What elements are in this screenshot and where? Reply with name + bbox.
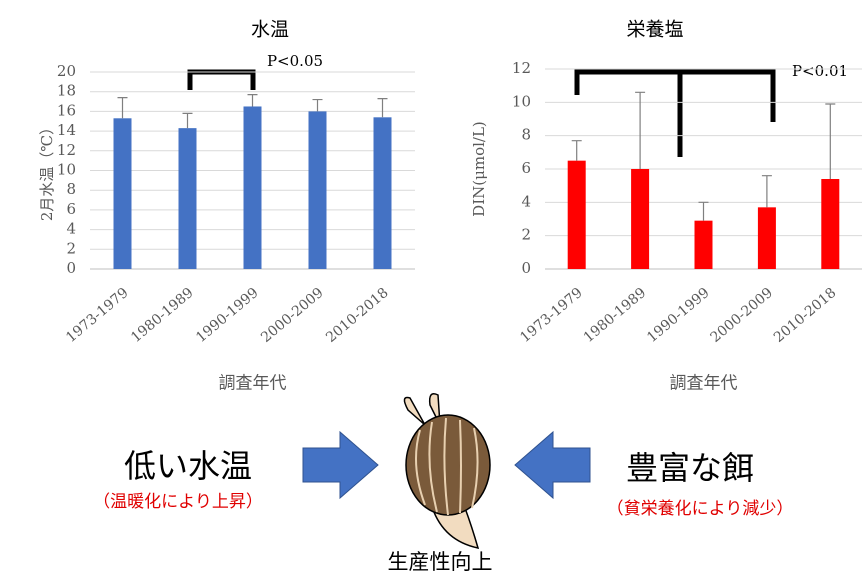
- y-tick-label: 18: [57, 82, 76, 100]
- diagram-label: 生産性向上: [388, 550, 493, 574]
- bar: [631, 169, 650, 269]
- snail-icon: [403, 393, 491, 549]
- annotation: P<0.05: [267, 52, 323, 70]
- x-axis-label: 調査年代: [670, 374, 738, 394]
- y-tick-label: 12: [57, 141, 76, 159]
- bar: [308, 111, 327, 270]
- x-tick-label: 1973-1979: [517, 285, 586, 346]
- error-bar: [571, 140, 582, 161]
- annotation: P<0.01: [792, 62, 848, 80]
- y-tick-label: 6: [66, 200, 76, 218]
- y-tick-label: 8: [521, 126, 531, 144]
- bar: [243, 106, 262, 269]
- x-tick-label: 1980-1989: [128, 285, 197, 346]
- chart-title: 栄養塩: [626, 19, 683, 41]
- y-tick-label: 14: [57, 121, 76, 139]
- y-axis-label: DIN(μmol/L): [470, 121, 488, 217]
- y-tick-label: 12: [512, 59, 531, 77]
- bar: [113, 118, 132, 269]
- x-tick-label: 2010-2018: [771, 285, 840, 346]
- x-tick-label: 1973-1979: [63, 285, 132, 346]
- x-tick-label: 1990-1999: [644, 285, 713, 346]
- diagram-note: （貧栄養化により減少）: [607, 499, 794, 519]
- bar: [757, 207, 776, 269]
- y-tick-label: 0: [66, 259, 76, 277]
- significance-bracket: [187, 69, 256, 90]
- error-bar: [312, 98, 323, 112]
- y-tick-label: 4: [521, 192, 531, 210]
- y-tick-label: 10: [57, 161, 76, 179]
- bar: [567, 160, 586, 269]
- diagram-note: （温暖化により上昇）: [93, 492, 263, 512]
- diagram-label: 豊富な餌: [626, 449, 754, 487]
- error-bar: [117, 97, 128, 119]
- error-bar: [825, 103, 836, 179]
- arrow: [302, 430, 379, 500]
- diagram-label: 低い水温: [124, 447, 252, 485]
- chart-title: 水温: [251, 19, 289, 41]
- y-tick-label: 8: [66, 180, 76, 198]
- y-tick-label: 4: [66, 220, 76, 238]
- y-tick-label: 2: [521, 226, 531, 244]
- x-axis-label: 調査年代: [219, 374, 287, 394]
- bar: [373, 117, 392, 269]
- arrow: [514, 430, 591, 500]
- y-tick-label: 10: [512, 92, 531, 110]
- error-bar: [377, 97, 388, 118]
- y-tick-label: 6: [521, 159, 531, 177]
- x-tick-label: 2010-2018: [323, 285, 392, 346]
- y-tick-label: 20: [57, 62, 76, 80]
- bar: [694, 220, 713, 269]
- x-tick-label: 1990-1999: [193, 285, 262, 346]
- error-bar: [635, 91, 646, 169]
- bar: [821, 179, 840, 269]
- significance-bracket: [574, 69, 776, 157]
- y-tick-label: 0: [521, 259, 531, 277]
- error-bar: [182, 112, 193, 129]
- y-tick-label: 16: [57, 101, 76, 119]
- error-bar: [247, 94, 258, 107]
- x-tick-label: 2000-2009: [258, 285, 327, 346]
- y-axis-label: 2月水温（℃）: [38, 120, 56, 221]
- x-tick-label: 1980-1989: [581, 285, 650, 346]
- error-bar: [698, 201, 709, 221]
- x-tick-label: 2000-2009: [708, 285, 777, 346]
- bar: [178, 128, 197, 269]
- error-bar: [761, 175, 772, 208]
- y-tick-label: 2: [66, 239, 76, 257]
